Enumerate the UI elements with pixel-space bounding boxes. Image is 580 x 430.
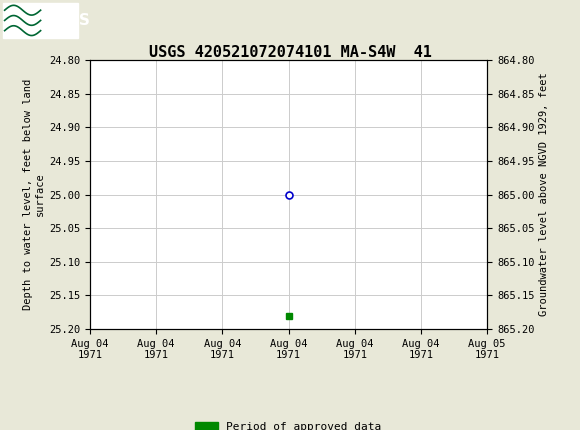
Text: USGS 420521072074101 MA-S4W  41: USGS 420521072074101 MA-S4W 41 — [148, 45, 432, 60]
Bar — [3, 3, 78, 37]
Y-axis label: Groundwater level above NGVD 1929, feet: Groundwater level above NGVD 1929, feet — [539, 73, 549, 316]
Text: USGS: USGS — [44, 13, 90, 28]
Legend: Period of approved data: Period of approved data — [191, 418, 386, 430]
Y-axis label: Depth to water level, feet below land
surface: Depth to water level, feet below land su… — [23, 79, 45, 310]
